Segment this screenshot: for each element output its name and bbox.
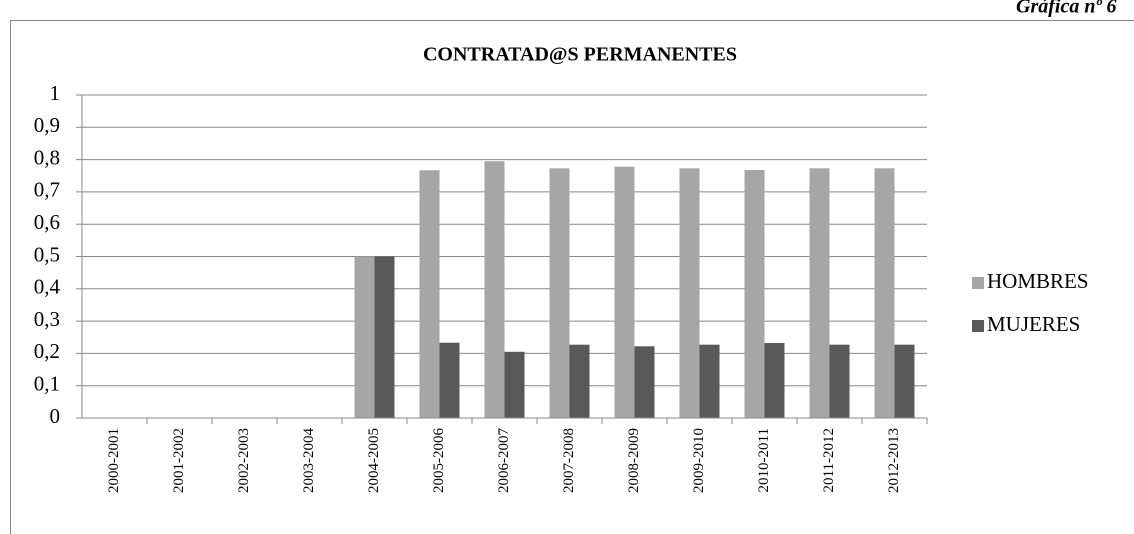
x-tick-label: 2011-2012 — [821, 428, 837, 492]
x-tick-label: 2012-2013 — [886, 428, 902, 493]
bar — [809, 168, 830, 418]
legend-label: HOMBRES — [987, 269, 1089, 293]
y-tick-label: 0,8 — [34, 145, 60, 169]
x-tick-label: 2009-2010 — [691, 428, 707, 493]
x-tick-label: 2004-2005 — [366, 428, 382, 493]
bar — [699, 344, 720, 418]
x-tick-label: 2007-2008 — [561, 428, 577, 493]
bar — [634, 346, 655, 418]
y-tick-label: 1 — [50, 81, 61, 105]
bar — [894, 344, 915, 418]
x-tick-label: 2008-2009 — [626, 428, 642, 493]
y-tick-label: 0,7 — [34, 178, 60, 202]
bar — [569, 344, 590, 418]
y-tick-label: 0,4 — [34, 275, 61, 299]
bar — [744, 169, 765, 418]
bar — [679, 168, 700, 418]
bar — [484, 161, 505, 418]
x-tick-label: 2005-2006 — [431, 428, 447, 493]
legend-label: MUJERES — [987, 312, 1080, 336]
bar — [354, 256, 375, 418]
x-tick-label: 2010-2011 — [756, 428, 772, 492]
y-tick-label: 0 — [50, 404, 61, 428]
chart-frame — [10, 20, 1134, 534]
bar — [614, 166, 635, 418]
y-tick-label: 0,6 — [34, 210, 60, 234]
bar — [374, 256, 395, 418]
bar — [829, 344, 850, 418]
y-tick-label: 0,1 — [34, 372, 60, 396]
caption: Gráfica nº 6 — [1016, 0, 1116, 18]
x-tick-label: 2003-2004 — [301, 428, 317, 493]
bar — [504, 351, 525, 418]
legend-swatch — [972, 320, 984, 332]
bar — [419, 170, 440, 418]
bar — [549, 168, 570, 418]
bar — [439, 342, 460, 418]
y-tick-label: 0,3 — [34, 307, 60, 331]
bar — [874, 168, 895, 418]
y-tick-label: 0,2 — [34, 339, 60, 363]
y-tick-label: 0,5 — [34, 242, 60, 266]
x-tick-label: 2000-2001 — [106, 428, 122, 493]
bar — [764, 343, 785, 418]
chart-title: CONTRATAD@S PERMANENTES — [423, 44, 737, 66]
x-tick-label: 2006-2007 — [496, 428, 512, 493]
x-tick-label: 2002-2003 — [236, 428, 252, 493]
x-tick-label: 2001-2002 — [171, 428, 187, 493]
y-tick-label: 0,9 — [34, 113, 60, 137]
legend-swatch — [972, 277, 984, 289]
